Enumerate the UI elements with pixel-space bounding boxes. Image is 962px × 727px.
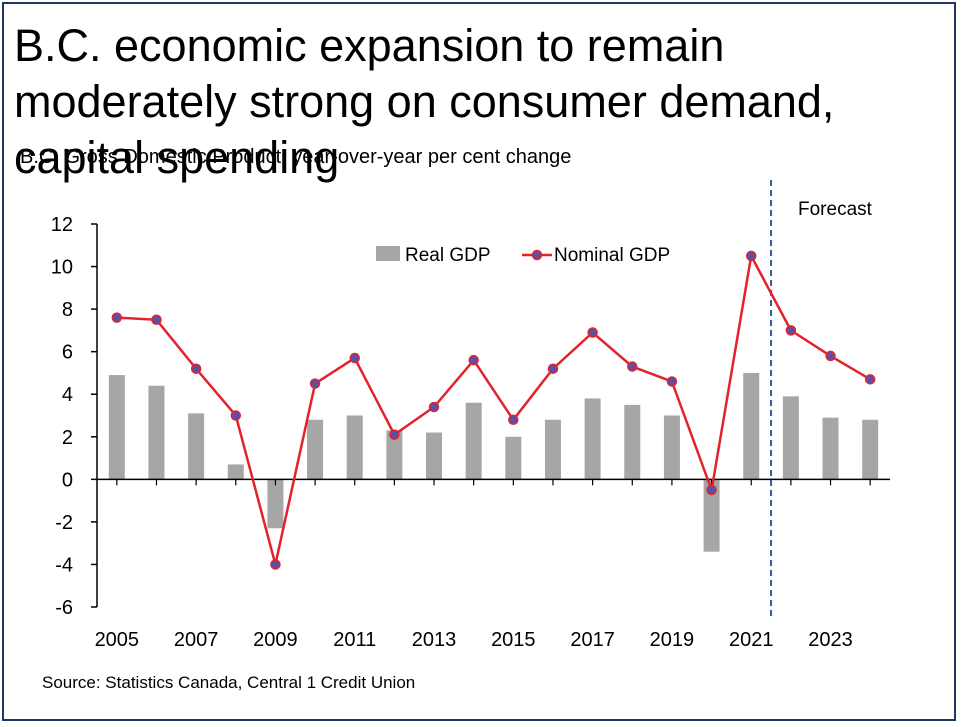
nominal-gdp-point bbox=[745, 250, 757, 262]
real-gdp-bar bbox=[782, 396, 799, 480]
real-gdp-bar bbox=[188, 413, 205, 480]
y-tick-label: 2 bbox=[62, 427, 73, 449]
real-gdp-bar bbox=[386, 430, 403, 480]
x-axis-ticks: 2005 2007 2009 2011 2013 2015 2017 2019 2021 2023 bbox=[95, 479, 871, 651]
nominal-gdp-point bbox=[864, 374, 876, 385]
y-tick-label: -6 bbox=[55, 597, 73, 619]
chart-subtitle: B.C. Gross Domestic Product, year-over-y… bbox=[20, 146, 572, 168]
legend-nominal-gdp-label: Nominal GDP bbox=[554, 245, 670, 266]
nominal-gdp-point bbox=[428, 401, 440, 413]
legend-real-gdp-label: Real GDP bbox=[405, 245, 491, 266]
nominal-gdp-point bbox=[389, 429, 400, 440]
y-tick-label: 10 bbox=[51, 257, 73, 279]
nominal-gdp-markers bbox=[111, 250, 876, 570]
real-gdp-bar bbox=[862, 419, 879, 480]
real-gdp-bars bbox=[108, 372, 879, 552]
real-gdp-bar bbox=[624, 404, 641, 480]
forecast-label: Forecast bbox=[798, 199, 873, 220]
nominal-gdp-point bbox=[151, 314, 162, 325]
x-tick-label: 2021 bbox=[729, 629, 774, 651]
nominal-gdp-point bbox=[508, 414, 519, 426]
x-tick-label: 2005 bbox=[95, 629, 140, 651]
legend: Real GDP Nominal GDP bbox=[376, 245, 670, 266]
real-gdp-bar bbox=[544, 419, 561, 480]
real-gdp-bar bbox=[663, 415, 680, 480]
real-gdp-bar bbox=[505, 436, 522, 480]
x-tick-label: 2019 bbox=[650, 629, 695, 651]
source-note: Source: Statistics Canada, Central 1 Cre… bbox=[42, 673, 416, 692]
nominal-gdp-point bbox=[111, 312, 123, 323]
nominal-gdp-point bbox=[706, 484, 717, 496]
x-tick-label: 2013 bbox=[412, 629, 457, 651]
real-gdp-bar bbox=[307, 419, 324, 480]
real-gdp-bar bbox=[822, 417, 839, 480]
real-gdp-bar bbox=[148, 385, 165, 480]
y-tick-label: 8 bbox=[62, 299, 73, 321]
nominal-gdp-point bbox=[309, 378, 321, 389]
nominal-gdp-point bbox=[190, 363, 202, 374]
legend-nominal-gdp-marker bbox=[531, 249, 543, 261]
nominal-gdp-point bbox=[230, 410, 242, 421]
nominal-gdp-point bbox=[627, 361, 638, 372]
real-gdp-bar bbox=[743, 372, 760, 480]
y-tick-label: 0 bbox=[62, 469, 73, 491]
real-gdp-bar bbox=[426, 432, 443, 480]
nominal-gdp-point bbox=[270, 559, 281, 570]
chart-title: B.C. economic expansion to remain modera… bbox=[14, 20, 835, 183]
real-gdp-bar bbox=[584, 398, 601, 480]
nominal-gdp-point bbox=[785, 325, 797, 336]
nominal-gdp-point bbox=[547, 363, 559, 374]
real-gdp-bar bbox=[267, 479, 284, 529]
legend-real-gdp-swatch bbox=[376, 246, 400, 261]
x-tick-label: 2017 bbox=[570, 629, 615, 651]
y-tick-label: 12 bbox=[51, 214, 73, 236]
nominal-gdp-point bbox=[666, 376, 678, 387]
x-tick-label: 2015 bbox=[491, 629, 536, 651]
x-tick-label: 2009 bbox=[253, 629, 298, 651]
x-tick-label: 2007 bbox=[174, 629, 219, 651]
nominal-gdp-line bbox=[116, 252, 871, 565]
nominal-gdp-point bbox=[587, 327, 598, 338]
y-tick-label: 4 bbox=[62, 384, 73, 406]
real-gdp-bar bbox=[227, 464, 244, 480]
y-tick-label: -2 bbox=[55, 512, 73, 534]
real-gdp-bar bbox=[346, 415, 363, 480]
nominal-gdp-point bbox=[825, 350, 836, 362]
real-gdp-bar bbox=[465, 402, 482, 480]
y-tick-label: -4 bbox=[55, 554, 73, 576]
x-tick-label: 2011 bbox=[333, 629, 376, 651]
y-tick-label: 6 bbox=[62, 342, 73, 364]
real-gdp-bar bbox=[108, 375, 125, 480]
x-tick-label: 2023 bbox=[808, 629, 853, 651]
y-axis-ticks: 12 10 8 6 4 2 0 -2 -4 -6 bbox=[51, 214, 97, 619]
nominal-gdp-point bbox=[468, 354, 479, 366]
real-gdp-bar bbox=[703, 479, 720, 552]
nominal-gdp-point bbox=[349, 352, 360, 364]
